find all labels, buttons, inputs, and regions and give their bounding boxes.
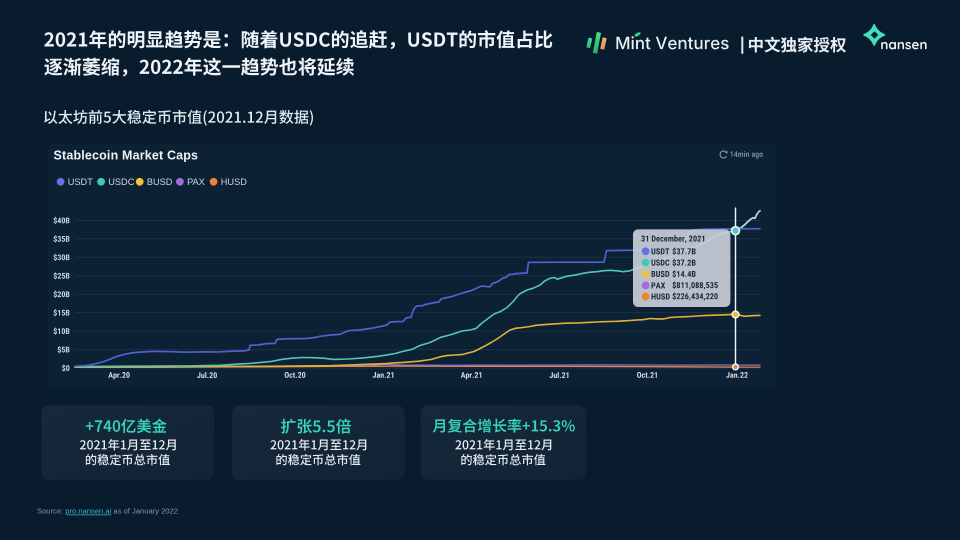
svg-text:Stablecoin Market Caps: Stablecoin Market Caps [54,148,199,162]
svg-text:USDC: USDC [108,177,134,187]
svg-text:PAX: PAX [187,177,205,187]
svg-text:USDT: USDT [68,177,93,187]
svg-text:Source: pro.nansen.ai as of Ja: Source: pro.nansen.ai as of January 2022 [37,507,178,516]
svg-text:HUSD: HUSD [221,177,247,187]
svg-text:BUSD: BUSD [147,177,173,187]
